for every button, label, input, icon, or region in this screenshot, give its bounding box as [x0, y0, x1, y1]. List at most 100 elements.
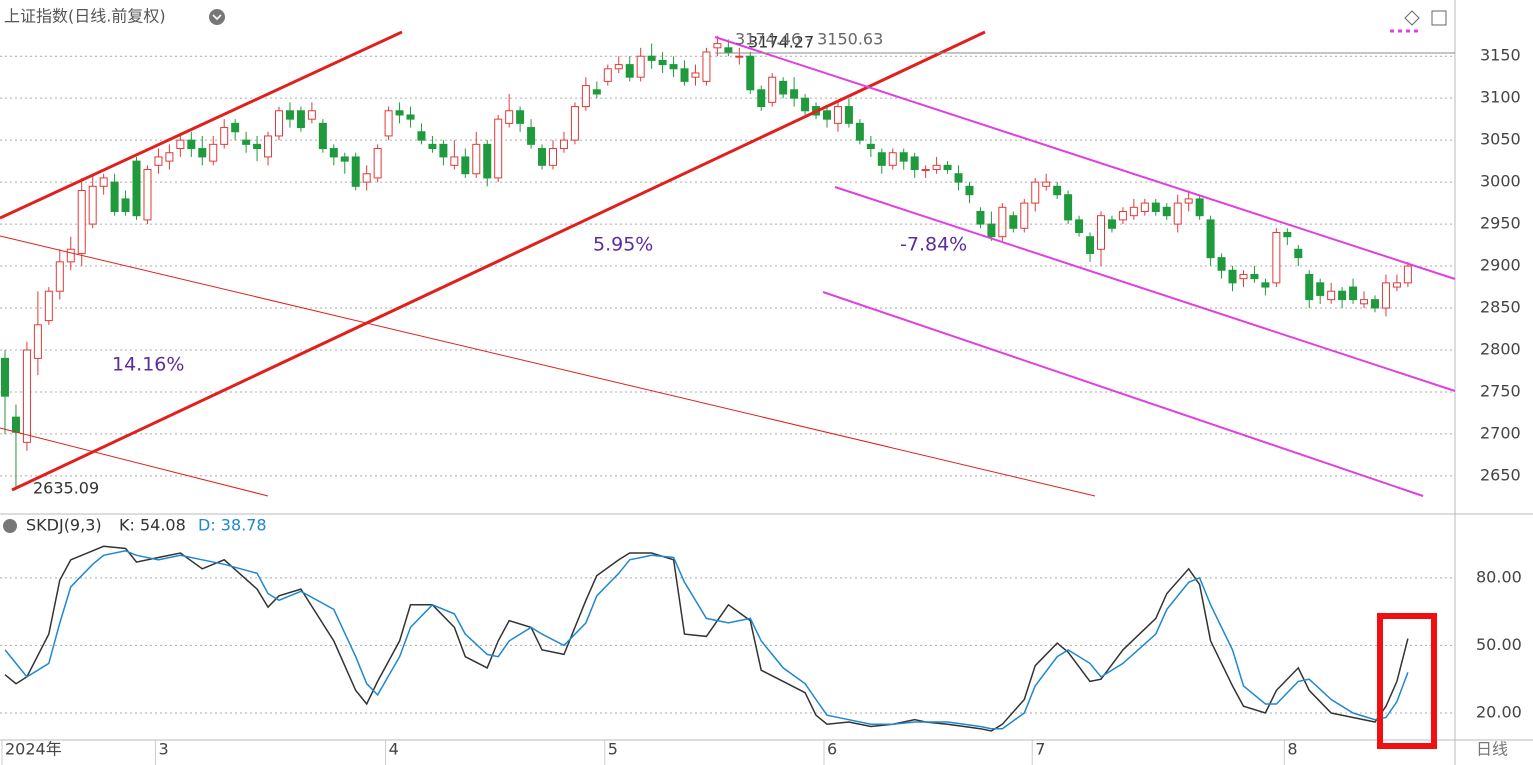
candle-body — [1184, 198, 1193, 204]
candle-body — [1151, 202, 1160, 212]
candle-body — [1064, 194, 1073, 221]
candle-body — [1316, 282, 1325, 296]
x-tick-label: 7 — [1035, 740, 1045, 759]
candle-body — [66, 248, 75, 263]
candle-body — [395, 110, 404, 116]
candle-body — [253, 143, 262, 150]
candle-body — [976, 210, 985, 225]
candle-body — [735, 55, 744, 58]
candle-body — [77, 190, 86, 254]
candle-body — [614, 64, 623, 70]
x-tick-label: 8 — [1287, 740, 1297, 759]
candle-body — [1118, 210, 1127, 221]
candle-body — [1360, 299, 1369, 305]
candle-body — [209, 143, 218, 162]
candle-body — [494, 118, 503, 179]
low-label: 2635.09 — [33, 479, 99, 498]
percent-label: 14.16% — [112, 354, 184, 376]
indicator-menu[interactable] — [3, 519, 17, 533]
y-tick-label: 2650 — [1480, 465, 1521, 484]
y-tick-label: 3100 — [1480, 88, 1521, 107]
candle-body — [801, 97, 810, 112]
candle-body — [855, 122, 864, 141]
candle-body — [285, 110, 294, 120]
candle-body — [899, 152, 908, 162]
y-tick-label: 80.00 — [1476, 567, 1522, 586]
candle-body — [779, 80, 788, 95]
y-tick-label: 50.00 — [1476, 635, 1522, 654]
period-button[interactable]: 日线 — [1476, 740, 1508, 759]
candle-body — [592, 89, 601, 95]
candle-body — [340, 156, 349, 162]
candle-body — [264, 135, 273, 158]
y-tick-label: 2750 — [1480, 381, 1521, 400]
candle-body — [658, 59, 667, 66]
candle-body — [866, 143, 875, 150]
candle-body — [121, 198, 130, 212]
candle-body — [88, 185, 97, 225]
candle-body — [757, 89, 766, 108]
title-menu[interactable] — [209, 9, 225, 25]
candle-body — [1239, 273, 1248, 280]
candle-body — [921, 169, 930, 172]
candle-body — [1140, 202, 1149, 212]
y-tick-label: 2700 — [1480, 423, 1521, 442]
candle-body — [910, 156, 919, 171]
candle-body — [691, 72, 700, 78]
candle-body — [965, 185, 974, 196]
candle-body — [296, 110, 305, 129]
candle-body — [373, 148, 382, 179]
candle-body — [724, 47, 733, 53]
candle-body — [559, 139, 568, 150]
candle-body — [790, 89, 799, 99]
y-tick-label: 2850 — [1480, 298, 1521, 317]
candle-body — [187, 139, 196, 150]
candle-body — [99, 177, 108, 187]
high-label: 3174.27 — [748, 33, 814, 52]
candle-body — [669, 64, 678, 70]
candle-body — [538, 148, 547, 166]
x-tick-label: 4 — [389, 740, 399, 759]
indicator-title: SKDJ(9,3) — [26, 516, 102, 535]
candle-body — [351, 156, 360, 187]
legend-k: K: 54.08 — [119, 516, 186, 535]
chart-title: 上证指数(日线.前复权) — [4, 7, 166, 26]
candle-body — [44, 290, 53, 322]
candle-body — [1250, 273, 1259, 280]
candle-body — [198, 148, 207, 158]
candle-body — [888, 152, 897, 166]
candle-body — [1305, 273, 1314, 301]
candle-body — [33, 324, 42, 359]
candle-body — [143, 169, 152, 221]
candle-body — [1327, 290, 1336, 301]
candle-body — [1381, 282, 1390, 309]
candle-body — [844, 106, 853, 124]
y-tick-label: 2800 — [1480, 339, 1521, 358]
candle-body — [516, 110, 525, 124]
candle-body — [1107, 219, 1116, 229]
candle-body — [242, 139, 251, 145]
candle-body — [110, 181, 119, 212]
candle-body — [943, 164, 952, 171]
candle-body — [176, 139, 185, 150]
candle-body — [680, 68, 689, 82]
candle-body — [702, 51, 711, 82]
candle-body — [461, 156, 470, 175]
candle-body — [1338, 290, 1347, 301]
layout-icon[interactable] — [1431, 10, 1447, 26]
candle-body — [231, 122, 240, 133]
candle-body — [1217, 257, 1226, 271]
candle-body — [1, 357, 9, 397]
candle-body — [647, 55, 656, 61]
trend-line — [11, 30, 986, 492]
percent-label: 5.95% — [593, 234, 653, 256]
candle-body — [1195, 198, 1204, 217]
candle-body — [1053, 185, 1062, 196]
candle-body — [483, 143, 492, 179]
candle-body — [1228, 269, 1237, 284]
candle-body — [713, 43, 722, 49]
y-tick-label: 3050 — [1480, 130, 1521, 149]
draw-icon[interactable] — [1404, 10, 1420, 26]
candle-body — [998, 206, 1007, 238]
